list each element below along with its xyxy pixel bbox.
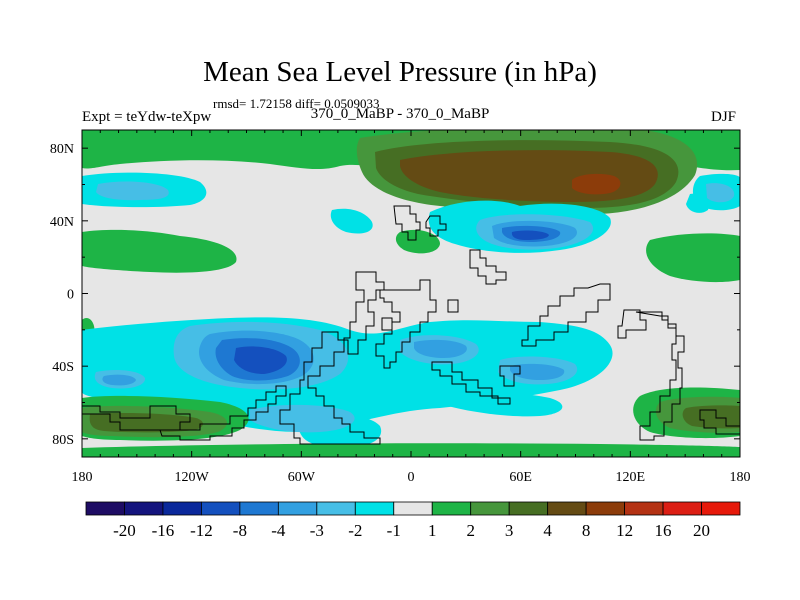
x-tick-label: 180 <box>730 470 751 485</box>
chart-stats: rmsd= 1.72158 diff= 0.0509033 <box>213 96 380 111</box>
anomaly-region <box>572 173 621 195</box>
y-tick-label: 0 <box>67 288 74 303</box>
y-tick-label: 40N <box>50 215 74 230</box>
colorbar-label: -2 <box>348 521 362 540</box>
colorbar-label: 1 <box>428 521 437 540</box>
colorbar-label: -16 <box>152 521 175 540</box>
colorbar-label: -20 <box>113 521 136 540</box>
x-axis: 180 120W 60W 0 60E 120E 180 <box>72 130 751 485</box>
colorbar-swatch <box>124 501 164 516</box>
anomaly-region <box>511 230 549 240</box>
x-tick-label: 180 <box>72 470 93 485</box>
anomaly-region <box>686 193 709 213</box>
colorbar-label: 3 <box>505 521 514 540</box>
colorbar-swatch <box>624 501 664 516</box>
y-tick-label: 80S <box>52 433 74 448</box>
x-tick-label: 120E <box>616 470 646 485</box>
y-axis: 80N 40N 0 40S 80S <box>50 142 740 448</box>
colorbar-swatch <box>239 501 279 516</box>
colorbar-swatch <box>354 501 395 516</box>
experiment-label: Expt = teYdw-teXpw <box>82 109 212 125</box>
y-tick-label: 40S <box>52 360 74 375</box>
experiment-name: 370_0_MaBP - 370_0_MaBP <box>310 106 490 122</box>
coastline-segment <box>521 283 611 347</box>
coastline-segment <box>381 317 393 331</box>
colorbar-label: 12 <box>616 521 633 540</box>
map-field <box>82 130 740 457</box>
coastline-segment <box>447 299 459 313</box>
colorbar-swatch <box>431 501 472 516</box>
coastline-segment <box>425 215 447 237</box>
colorbar-label: -3 <box>310 521 324 540</box>
coastline-segment <box>375 279 437 369</box>
x-tick-label: 60W <box>288 470 316 485</box>
colorbar: -20 -16 -12 -8 -4 -3 -2 -1 1 2 3 4 8 12 16 20 <box>85 501 741 540</box>
anomaly-region <box>706 183 735 203</box>
colorbar-swatch <box>393 501 433 516</box>
anomaly-region <box>234 346 287 374</box>
anomaly-region <box>646 233 740 283</box>
colorbar-swatch <box>85 501 125 516</box>
coastline-segment <box>617 309 647 339</box>
colorbar-swatch <box>662 501 702 516</box>
anomaly-region <box>414 339 467 358</box>
colorbar-label: -12 <box>190 521 213 540</box>
colorbar-swatch <box>508 501 549 516</box>
coastline-segment <box>635 311 685 441</box>
colorbar-label: 2 <box>466 521 475 540</box>
colorbar-label: 16 <box>655 521 672 540</box>
anomaly-region <box>82 443 740 457</box>
anomaly-region <box>395 229 440 254</box>
colorbar-label: 8 <box>582 521 591 540</box>
coastline-segment <box>469 249 507 285</box>
anomaly-region <box>682 405 740 429</box>
coastline-segment <box>499 365 521 387</box>
y-tick-label: 80N <box>50 142 74 157</box>
coastline-segment <box>431 361 511 405</box>
coastline-segment <box>279 271 385 445</box>
season-label: DJF <box>711 109 737 125</box>
colorbar-label: -1 <box>387 521 401 540</box>
colorbar-label: 20 <box>693 521 710 540</box>
x-tick-label: 0 <box>408 470 415 485</box>
colorbar-swatch <box>547 501 587 516</box>
colorbar-label: -8 <box>233 521 247 540</box>
coastline-segment <box>393 205 421 241</box>
anomaly-region <box>102 374 136 386</box>
coastline-segment <box>159 385 287 441</box>
colorbar-label: 4 <box>543 521 552 540</box>
colorbar-swatch <box>585 501 625 516</box>
colorbar-swatch <box>316 501 356 516</box>
anomaly-region <box>89 413 203 433</box>
coastline-segment <box>82 405 191 431</box>
anomaly-region <box>82 229 237 273</box>
x-tick-label: 120W <box>175 470 210 485</box>
colorbar-swatch <box>701 501 741 516</box>
colorbar-swatch <box>201 501 241 516</box>
anomaly-region <box>510 363 565 380</box>
colorbar-label: -4 <box>271 521 286 540</box>
coastline-segment <box>699 409 740 435</box>
anomaly-region <box>440 389 563 417</box>
chart-title: Mean Sea Level Pressure (in hPa) <box>203 56 597 88</box>
colorbar-swatch <box>470 501 510 516</box>
colorbar-swatch <box>162 501 202 516</box>
x-tick-label: 60E <box>509 470 532 485</box>
coastline <box>82 205 740 445</box>
anomaly-region <box>250 404 355 433</box>
anomaly-region <box>330 208 373 234</box>
anomaly-region <box>96 181 169 201</box>
colorbar-swatch <box>277 501 318 516</box>
